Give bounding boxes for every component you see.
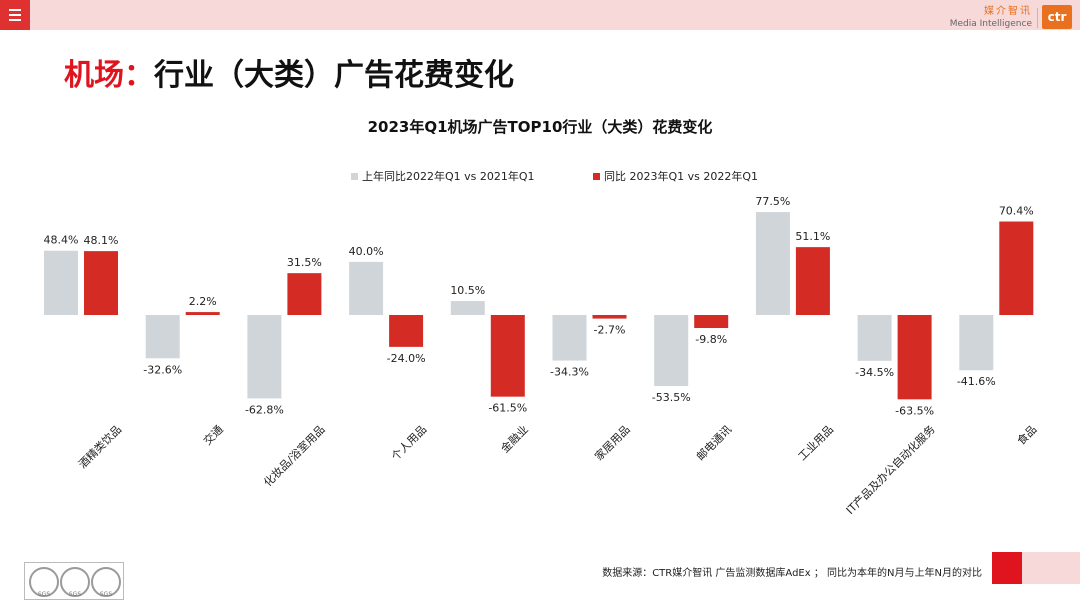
legend-label-prev: 上年同比2022年Q1 vs 2021年Q1 <box>362 170 535 183</box>
data-label: -2.7% <box>594 324 626 337</box>
footer-accent-red <box>992 552 1022 584</box>
top-bar <box>0 0 1080 30</box>
data-label: -32.6% <box>143 363 182 376</box>
brand-text: 媒介智讯 Media Intelligence <box>950 6 1032 30</box>
legend-item-curr-year: 同比 2023年Q1 vs 2022年Q1 <box>593 168 758 184</box>
category-label: 食品 <box>1014 422 1039 447</box>
page-title: 机场：行业（大类）广告花费变化 <box>64 50 514 94</box>
bar-prev-year <box>857 315 892 361</box>
bar-prev-year <box>349 261 384 315</box>
bar-prev-year <box>145 315 180 359</box>
bar-curr-year <box>389 315 424 347</box>
legend-label-curr: 同比 2023年Q1 vs 2022年Q1 <box>604 170 759 183</box>
bar-curr-year <box>897 315 932 400</box>
footer-accent-pink <box>1022 552 1080 584</box>
category-label: 酒精类饮品 <box>75 422 124 471</box>
bar-prev-year <box>959 315 994 371</box>
certification-badges: SGS SGS SGS <box>24 562 124 600</box>
data-label: -9.8% <box>695 333 727 346</box>
cert-label: SGS <box>37 591 51 598</box>
bar-prev-year <box>755 212 790 315</box>
bar-prev-year <box>450 301 485 315</box>
data-label: -63.5% <box>895 404 934 417</box>
category-label: IT产品及办公自动化服务 <box>843 422 938 517</box>
category-label: 交通 <box>200 422 225 447</box>
category-label: 金融业 <box>498 422 531 455</box>
ctr-logo: ctr <box>1042 5 1072 29</box>
data-label: -34.5% <box>855 366 894 379</box>
bar-curr-year <box>84 251 118 315</box>
bar-curr-year <box>999 221 1034 315</box>
cert-label: SGS <box>68 591 82 598</box>
brand-divider <box>1037 8 1038 28</box>
data-label: -41.6% <box>957 375 996 388</box>
category-label: 家居用品 <box>592 422 633 463</box>
data-label: -62.8% <box>245 403 284 416</box>
data-source-note: 数据来源：CTR媒介智讯 广告监测数据库AdEx ； 同比为本年的N月与上年N月… <box>602 568 982 579</box>
data-label: -24.0% <box>387 352 426 365</box>
bar-curr-year <box>185 312 220 315</box>
data-label: 40.0% <box>349 245 384 258</box>
data-label: 10.5% <box>450 284 485 297</box>
data-label: 2.2% <box>189 295 217 308</box>
sgs-badge-icon <box>29 567 59 597</box>
brand-name-cn: 媒介智讯 <box>984 6 1032 17</box>
page-title-text: 行业（大类）广告花费变化 <box>154 58 514 93</box>
data-label: 48.1% <box>84 234 119 247</box>
bar-curr-year <box>694 315 729 329</box>
category-label: 个人用品 <box>389 423 429 463</box>
category-label: 工业用品 <box>796 423 836 463</box>
bar-prev-year <box>44 250 78 315</box>
sgs-badge-icon <box>60 567 90 597</box>
legend-item-prev-year: 上年同比2022年Q1 vs 2021年Q1 <box>351 168 535 184</box>
bar-curr-year <box>795 247 830 315</box>
bar-prev-year <box>552 315 587 361</box>
chart-title: 2023年Q1机场广告TOP10行业（大类）花费变化 <box>367 118 713 136</box>
cert-label: SGS <box>99 591 113 598</box>
category-label: 邮电通讯 <box>694 423 734 463</box>
data-label: 70.4% <box>999 205 1034 218</box>
category-label: 化妆品/浴室用品 <box>261 422 328 489</box>
page-title-prefix: 机场： <box>64 58 154 93</box>
data-label: 77.5% <box>755 195 790 208</box>
brand-name-en: Media Intelligence <box>949 19 1032 29</box>
data-label: 48.4% <box>44 234 79 247</box>
data-label: -61.5% <box>488 402 527 415</box>
data-label: 51.1% <box>795 230 830 243</box>
hamburger-menu-icon[interactable] <box>0 0 30 30</box>
data-label: 31.5% <box>287 256 322 269</box>
bar-curr-year <box>287 273 322 315</box>
bar-curr-year <box>490 315 525 397</box>
data-label: -34.3% <box>550 366 589 379</box>
bar-curr-year <box>592 315 627 319</box>
bar-prev-year <box>654 315 689 387</box>
bar-prev-year <box>247 315 282 399</box>
sgs-badge-icon <box>91 567 121 597</box>
data-label: -53.5% <box>652 391 691 404</box>
legend-swatch-prev <box>351 173 358 180</box>
legend-swatch-curr <box>593 173 600 180</box>
